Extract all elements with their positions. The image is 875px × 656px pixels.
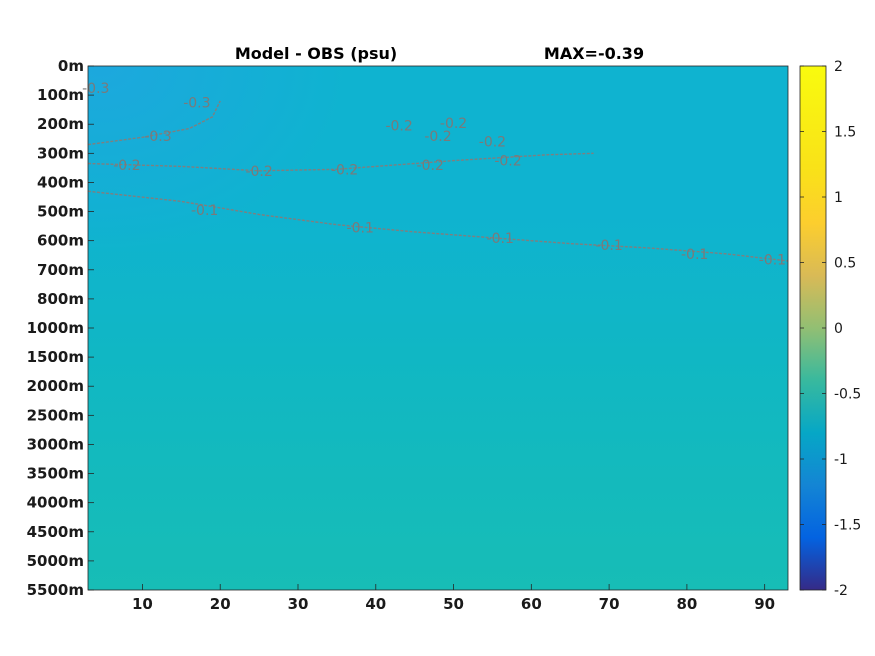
y-tick-label: 5500m bbox=[27, 581, 84, 599]
x-tick-label: 70 bbox=[599, 595, 620, 613]
contour-label: -0.2 bbox=[385, 119, 412, 135]
contour-label: -0.2 bbox=[440, 116, 467, 132]
x-tick-label: 40 bbox=[365, 595, 386, 613]
y-tick-label: 700m bbox=[37, 261, 84, 279]
contour-label: -0.1 bbox=[347, 221, 374, 237]
x-tick-label: 30 bbox=[288, 595, 309, 613]
colorbar-tick-label: 0 bbox=[834, 321, 843, 337]
x-tick-label: 60 bbox=[521, 595, 542, 613]
contour-label: -0.3 bbox=[144, 129, 171, 145]
y-tick-label: 2500m bbox=[27, 406, 84, 424]
y-tick-label: 3000m bbox=[27, 435, 84, 453]
contour-label: -0.1 bbox=[191, 203, 218, 219]
max-annotation: MAX=-0.39 bbox=[544, 44, 644, 63]
contour-label: -0.2 bbox=[113, 158, 140, 174]
colorbar-tick-label: 1 bbox=[834, 190, 843, 206]
contour-label: -0.3 bbox=[82, 81, 109, 97]
y-axis: 0m 100m 200m 300m 400m 500m 600m 700m 800m 1000m 1… bbox=[27, 57, 94, 599]
chart-title: Model - OBS (psu) bbox=[235, 44, 397, 63]
colorbar: 2 1.5 1 0.5 0 -0.5 -1 -1.5 -2 bbox=[799, 59, 861, 599]
y-tick-label: 0m bbox=[58, 57, 84, 75]
colorbar-tick-label: -2 bbox=[834, 583, 848, 599]
x-axis: 10 20 30 40 50 60 70 80 90 bbox=[132, 584, 775, 613]
y-tick-label: 800m bbox=[37, 290, 84, 308]
colorbar-tick-label: -1.5 bbox=[834, 518, 861, 534]
contour-label: -0.2 bbox=[417, 158, 444, 174]
contour-line bbox=[87, 152, 594, 172]
y-tick-label: 200m bbox=[37, 115, 84, 133]
colorbar-scale bbox=[799, 65, 827, 591]
colorbar-tick-label: -1 bbox=[834, 452, 848, 468]
y-tick-label: 600m bbox=[37, 232, 84, 250]
y-tick-label: 1000m bbox=[27, 319, 84, 337]
y-tick-label: 1500m bbox=[27, 348, 84, 366]
contour-label: -0.2 bbox=[424, 129, 451, 145]
contour-line bbox=[87, 100, 221, 146]
y-tick-label: 4000m bbox=[27, 494, 84, 512]
contour-label: -0.2 bbox=[479, 135, 506, 151]
colorbar-ticks: 2 1.5 1 0.5 0 -0.5 -1 -1.5 -2 bbox=[800, 59, 861, 599]
contour-label: -0.1 bbox=[681, 247, 708, 263]
y-tick-label: 5000m bbox=[27, 552, 84, 570]
contour-layer: -0.3-0.3-0.3-0.2 -0.2 -0.2 -0.2 -0.2-0.2-0.2… bbox=[82, 81, 789, 269]
y-tick-label: 4500m bbox=[27, 523, 84, 541]
colorbar-tick-label: 1.5 bbox=[834, 125, 856, 141]
y-tick-label: 500m bbox=[37, 203, 84, 221]
contour-label: -0.2 bbox=[331, 162, 358, 178]
contour-label: -0.3 bbox=[183, 95, 210, 111]
contour-label: -0.1 bbox=[595, 238, 622, 254]
heatmap-surface-anomaly bbox=[88, 66, 788, 590]
y-tick-label: 100m bbox=[37, 86, 84, 104]
y-tick-label: 400m bbox=[37, 173, 84, 191]
contour-label: -0.2 bbox=[494, 154, 521, 170]
contour-line bbox=[87, 190, 789, 262]
colorbar-tick-label: 0.5 bbox=[834, 256, 856, 272]
y-tick-label: 300m bbox=[37, 144, 84, 162]
x-tick-label: 90 bbox=[754, 595, 775, 613]
y-tick-label: 2000m bbox=[27, 377, 84, 395]
y-tick-label: 3500m bbox=[27, 465, 84, 483]
contour-label: -0.1 bbox=[487, 231, 514, 247]
contour-label: -0.1 bbox=[759, 253, 786, 269]
colorbar-tick-label: -0.5 bbox=[834, 387, 861, 403]
contour-label: -0.2 bbox=[245, 164, 272, 180]
x-tick-label: 80 bbox=[676, 595, 697, 613]
x-tick-label: 50 bbox=[443, 595, 464, 613]
x-tick-label: 10 bbox=[132, 595, 153, 613]
plot-area: -0.3-0.3-0.3-0.2 -0.2 -0.2 -0.2 -0.2-0.2-0.2… bbox=[82, 65, 789, 591]
x-tick-label: 20 bbox=[210, 595, 231, 613]
colorbar-tick-label: 2 bbox=[834, 59, 843, 75]
